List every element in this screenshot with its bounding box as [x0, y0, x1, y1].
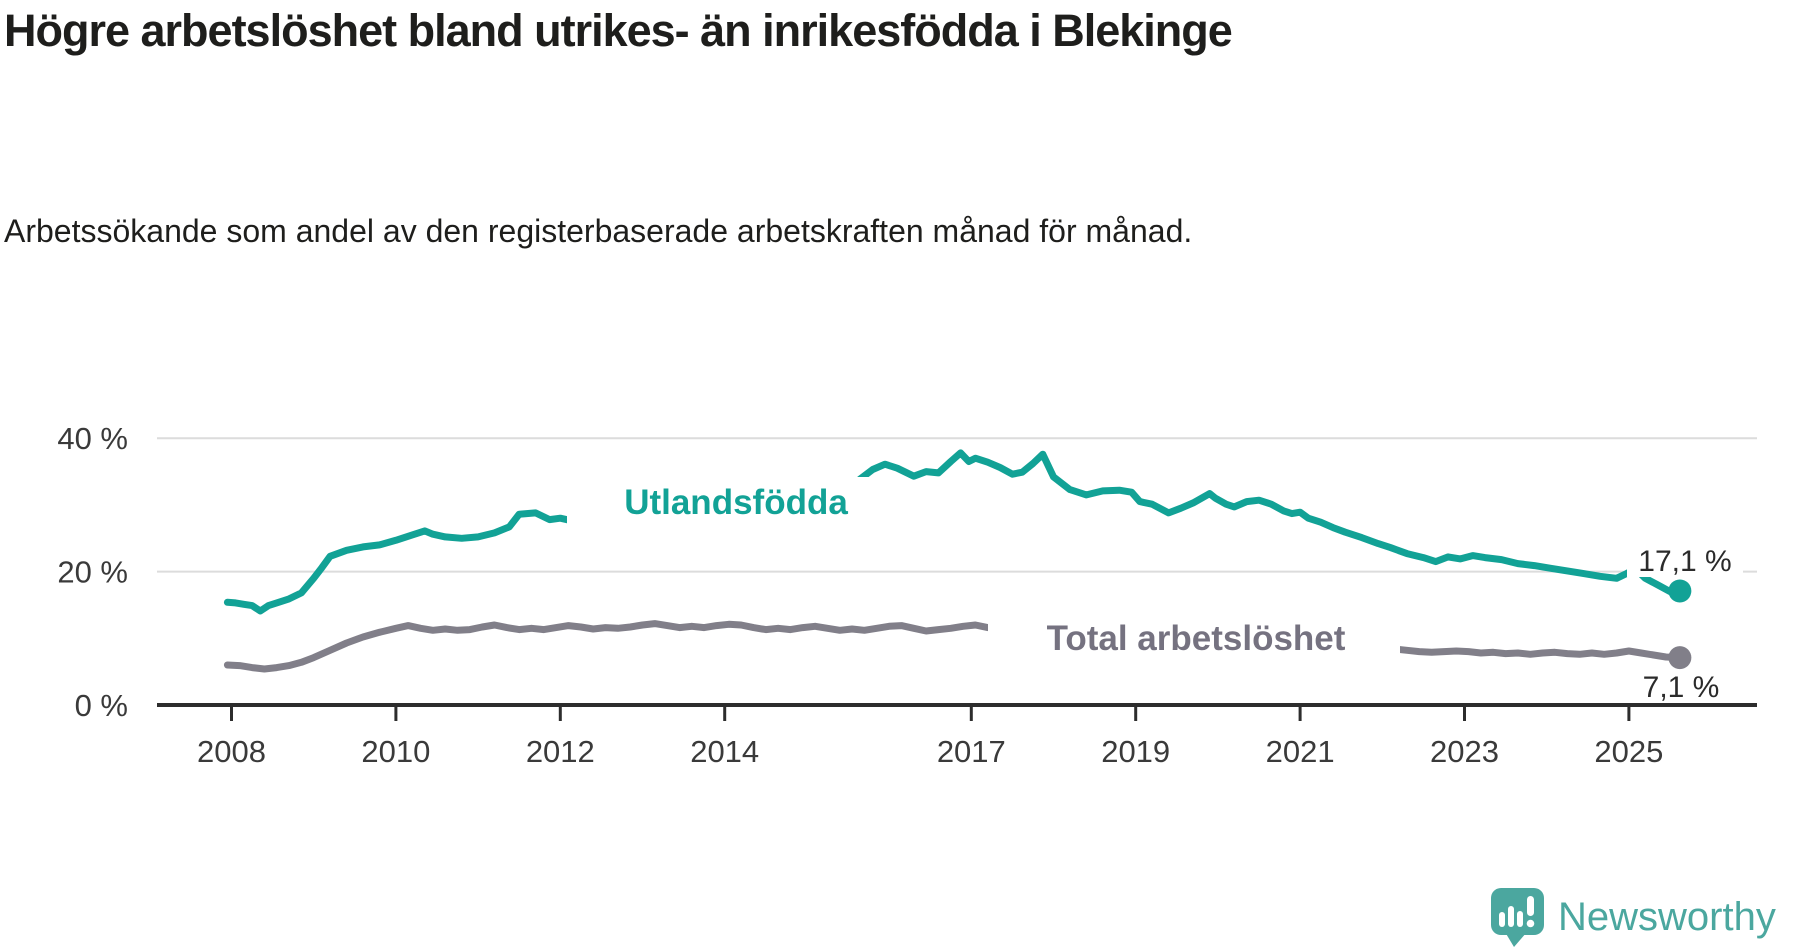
series-label-utlandsfodda: Utlandsfödda: [567, 477, 905, 525]
newsworthy-logo: Newsworthy: [1490, 886, 1776, 948]
series-end-dot: [1668, 579, 1692, 603]
x-tick-label: 2017: [937, 734, 1006, 769]
y-tick-label: 20 %: [57, 555, 128, 590]
end-label-utlandsfodda: 17,1 %: [1627, 544, 1743, 578]
series-label-utlandsfodda-text: Utlandsfödda: [624, 483, 848, 522]
x-tick-label: 2008: [197, 734, 266, 769]
x-tick-label: 2014: [690, 734, 759, 769]
x-axis: [157, 703, 1757, 721]
x-tick-label: 2021: [1266, 734, 1335, 769]
end-label-total: 7,1 %: [1634, 671, 1730, 704]
chart-subtitle: Arbetssökande som andel av den registerb…: [4, 213, 1193, 249]
x-tick-label: 2012: [526, 734, 595, 769]
x-tick-label: 2023: [1430, 734, 1499, 769]
page-title: Högre arbetslöshet bland utrikes- än inr…: [4, 5, 1233, 56]
newsworthy-logo-icon: [1491, 888, 1544, 947]
y-tick-label: 0 %: [75, 688, 128, 723]
series-end-dot: [1668, 646, 1692, 670]
gridlines: [157, 437, 1757, 573]
axis-tick-labels: 0 % 20 % 40 % 2008 2010 2012 2014 2017 2019 2021 2…: [57, 421, 1663, 769]
series-label-total-text: Total arbetslöshet: [1047, 619, 1346, 658]
series-line: [223, 620, 1684, 673]
x-tick-label: 2019: [1101, 734, 1170, 769]
data-lines: [223, 449, 1684, 673]
y-tick-label: 40 %: [57, 421, 128, 456]
end-label-total-text: 7,1 %: [1643, 671, 1720, 704]
x-tick-label: 2025: [1594, 734, 1663, 769]
end-label-utlandsfodda-text: 17,1 %: [1638, 545, 1731, 578]
series-end-dots: [1668, 579, 1692, 670]
x-tick-label: 2010: [361, 734, 430, 769]
series-line: [223, 449, 1684, 615]
newsworthy-logo-text: Newsworthy: [1558, 894, 1776, 939]
series-label-total: Total arbetslöshet: [988, 614, 1400, 660]
